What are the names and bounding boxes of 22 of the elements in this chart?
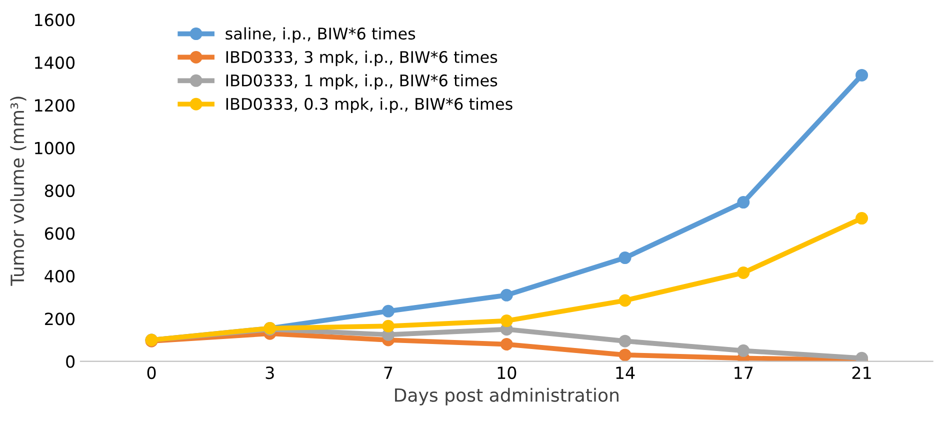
y-tick-label: 1600 <box>35 14 75 26</box>
legend-label: IBD0333, 1 mpk, i.p., BIW*6 times <box>226 74 498 90</box>
legend-label: IBD0333, 3 mpk, i.p., BIW*6 times <box>226 50 498 66</box>
y-axis-title: Tumor volume (mm³) <box>10 96 26 286</box>
y-tick-label: 600 <box>44 227 75 240</box>
y-tick-label: 1000 <box>35 142 75 154</box>
y-tick-label: 0 <box>66 355 75 368</box>
y-tick-label: 800 <box>44 184 75 198</box>
x-tick-label: 3 <box>266 366 274 380</box>
legend-label: saline, i.p., BIW*6 times <box>226 27 416 43</box>
x-tick-label: 17 <box>734 366 753 379</box>
y-tick-label: 400 <box>44 270 75 283</box>
x-tick-label: 21 <box>852 366 871 379</box>
x-tick-label: 7 <box>384 366 392 379</box>
x-tick-label: 10 <box>498 366 516 380</box>
x-tick-label: 0 <box>147 366 156 380</box>
y-tick-label: 1200 <box>35 99 75 112</box>
y-tick-label: 200 <box>45 312 75 326</box>
y-tick-label: 1400 <box>35 56 75 69</box>
x-axis-title: Days post administration <box>395 388 618 406</box>
x-tick-label: 14 <box>616 366 635 379</box>
legend-label: IBD0333, 0.3 mpk, i.p., BIW*6 times <box>226 98 512 114</box>
